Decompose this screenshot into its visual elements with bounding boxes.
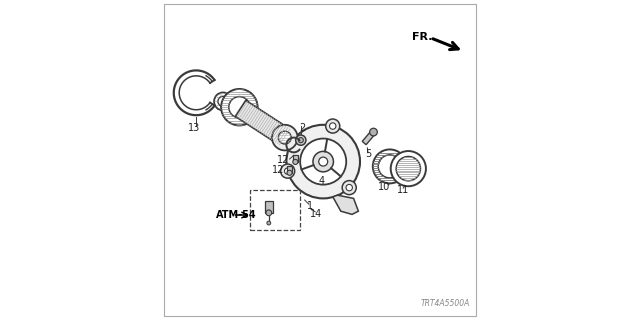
Text: 2: 2 <box>300 123 305 133</box>
Text: 12: 12 <box>277 155 289 165</box>
Text: 1: 1 <box>307 201 313 211</box>
Circle shape <box>378 155 401 178</box>
Circle shape <box>319 157 328 166</box>
Circle shape <box>266 210 272 216</box>
Circle shape <box>284 168 291 174</box>
Circle shape <box>330 123 336 129</box>
Circle shape <box>326 119 340 133</box>
Polygon shape <box>236 100 291 146</box>
Circle shape <box>287 170 292 175</box>
Circle shape <box>298 138 303 143</box>
Text: ATM-54: ATM-54 <box>216 210 257 220</box>
Bar <box>265 201 273 213</box>
Text: 10: 10 <box>378 182 390 192</box>
Text: 11: 11 <box>397 185 410 196</box>
Circle shape <box>272 125 298 150</box>
Circle shape <box>278 131 291 144</box>
Text: 5: 5 <box>365 149 371 159</box>
Circle shape <box>267 221 271 225</box>
Text: 13: 13 <box>188 123 201 133</box>
Circle shape <box>370 128 378 136</box>
Circle shape <box>287 125 360 198</box>
Text: 12: 12 <box>272 165 285 175</box>
Circle shape <box>300 139 346 185</box>
Circle shape <box>280 164 294 178</box>
Circle shape <box>221 89 258 125</box>
Circle shape <box>313 151 333 172</box>
Circle shape <box>293 159 298 164</box>
Text: TRT4A5500A: TRT4A5500A <box>420 299 470 308</box>
Bar <box>287 166 292 173</box>
Circle shape <box>396 156 420 181</box>
Text: 14: 14 <box>310 209 323 219</box>
Circle shape <box>214 92 232 110</box>
Circle shape <box>346 184 353 191</box>
Polygon shape <box>362 131 376 145</box>
Bar <box>250 190 300 230</box>
Circle shape <box>229 97 250 118</box>
Circle shape <box>390 151 426 186</box>
Text: FR.: FR. <box>412 32 433 42</box>
Bar <box>292 155 298 162</box>
Circle shape <box>372 149 407 183</box>
Text: 4: 4 <box>319 176 324 186</box>
Polygon shape <box>333 195 358 214</box>
Circle shape <box>296 135 306 145</box>
Circle shape <box>342 180 356 195</box>
Circle shape <box>218 96 228 107</box>
